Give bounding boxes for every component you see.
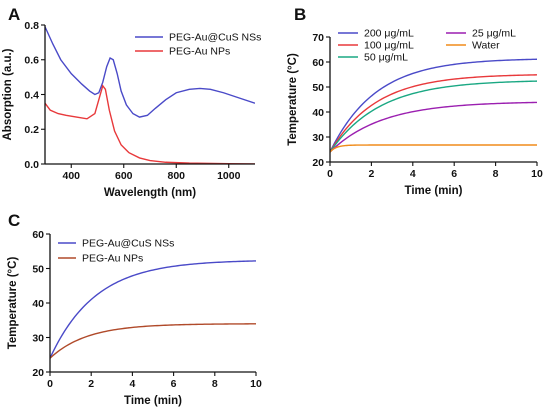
legend-label: PEG-Au NPs <box>82 253 143 265</box>
x-tick-label: 0 <box>47 378 53 390</box>
series-line-c-0 <box>50 260 256 359</box>
x-tick-label: 6 <box>451 168 457 180</box>
y-axis-title: Temperature (°C) <box>287 53 299 146</box>
y-tick-label: 0.4 <box>24 89 39 101</box>
x-tick-label: 800 <box>167 170 185 182</box>
y-tick-label: 30 <box>32 332 44 344</box>
y-tick-label: 0.0 <box>24 159 39 171</box>
y-tick-label: 20 <box>312 157 324 169</box>
series-line-b-4 <box>330 144 537 153</box>
y-tick-label: 60 <box>312 57 324 69</box>
panel-a: A 400 600 800 1000 0.0 0.2 0.4 0.6 0.8 Wavelength … <box>2 5 261 199</box>
y-tick-label: 20 <box>32 367 44 379</box>
y-tick-label: 40 <box>312 107 324 119</box>
legend-label: 50 μg/mL <box>364 52 408 64</box>
x-tick-label: 8 <box>493 168 499 180</box>
y-tick-label: 0.6 <box>24 55 39 67</box>
y-tick-label: 0.8 <box>24 20 39 32</box>
panel-letter-a: A <box>8 5 20 24</box>
legend-label: 200 μg/mL <box>364 28 414 40</box>
legend-label: PEG-Au@CuS NSs <box>169 32 261 44</box>
legend-label: Water <box>472 40 500 52</box>
y-axis-title: Temperature (°C) <box>7 257 19 350</box>
series-line-a-0 <box>45 26 255 118</box>
panel-b: B 0 2 4 6 8 10 20 30 40 50 60 70 Time (min) Temperatur… <box>287 5 543 197</box>
x-axis-title: Time (min) <box>124 395 182 407</box>
x-tick-label: 2 <box>88 378 94 390</box>
x-tick-label: 4 <box>129 378 135 390</box>
x-tick-label: 0 <box>327 168 333 180</box>
panel-c: C 0 2 4 6 8 10 20 30 40 50 60 Time (min) Temperature … <box>7 211 262 407</box>
legend-label: PEG-Au@CuS NSs <box>82 238 174 250</box>
y-tick-label: 70 <box>312 32 324 44</box>
series-line-b-1 <box>330 74 537 153</box>
series-line-a-1 <box>45 84 255 164</box>
x-axis-title: Time (min) <box>405 185 463 197</box>
x-axis-title: Wavelength (nm) <box>104 187 196 199</box>
panel-letter-b: B <box>294 5 306 24</box>
series-line-b-2 <box>330 80 537 153</box>
x-tick-label: 10 <box>531 168 543 180</box>
legend-label: PEG-Au NPs <box>169 46 230 58</box>
series-line-b-3 <box>330 101 537 153</box>
series-line-c-1 <box>50 323 256 359</box>
x-tick-label: 10 <box>250 378 262 390</box>
y-tick-label: 30 <box>312 132 324 144</box>
x-tick-label: 600 <box>115 170 133 182</box>
x-tick-label: 1000 <box>217 170 241 182</box>
x-tick-label: 2 <box>368 168 374 180</box>
panel-letter-c: C <box>8 211 20 230</box>
x-tick-label: 400 <box>62 170 80 182</box>
y-tick-label: 0.2 <box>24 124 39 136</box>
y-axis-title: Absorption (a.u.) <box>2 48 14 140</box>
y-tick-label: 50 <box>312 82 324 94</box>
series-line-b-0 <box>330 58 537 153</box>
x-tick-label: 4 <box>410 168 416 180</box>
legend-label: 25 μg/mL <box>472 28 516 40</box>
y-tick-label: 60 <box>32 229 44 241</box>
y-tick-label: 50 <box>32 263 44 275</box>
legend-label: 100 μg/mL <box>364 40 414 52</box>
y-tick-label: 40 <box>32 298 44 310</box>
x-tick-label: 6 <box>171 378 177 390</box>
x-tick-label: 8 <box>212 378 218 390</box>
